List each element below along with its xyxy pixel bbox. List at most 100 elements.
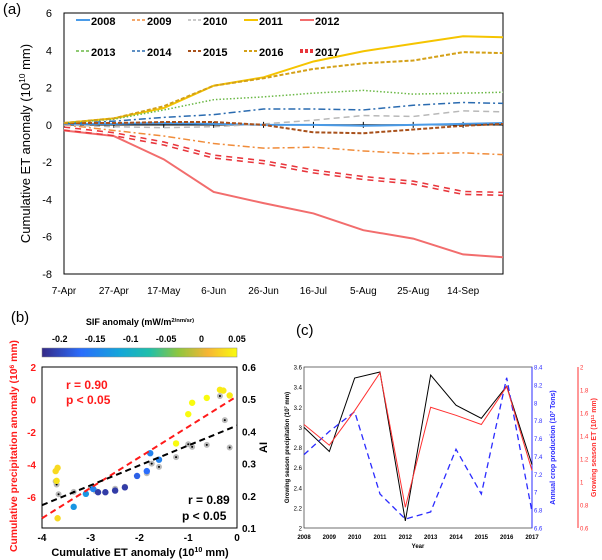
colorbar-label: SIF anomaly (mW/m2/nm/sr): [86, 317, 194, 327]
y-axis-label-c: Growing season precipitation (107 mm): [283, 392, 292, 503]
y-tick-label-c: 3.2: [294, 406, 303, 412]
y-tick-label-a: -8: [42, 269, 52, 281]
x-tick-label-b: -1: [184, 533, 193, 544]
y3-tick-label-c: 1.8: [580, 389, 589, 395]
y-axis-label-a: Cumulative ET anomaly (1010 mm): [17, 44, 33, 243]
precip-point: [54, 464, 61, 472]
series-line-2010: [63, 110, 504, 129]
legend-label-2010: 2010: [203, 16, 227, 28]
series-line-right1: [303, 377, 533, 520]
sif-colorbar: [41, 347, 238, 358]
y2-tick-label-c: 8.4: [534, 366, 543, 372]
precip-point: [53, 477, 60, 485]
precip-point: [220, 387, 227, 394]
series-line-2013: [63, 89, 504, 124]
y3-tick-label-c: 1.2: [580, 458, 589, 464]
y2-tick-label-b: 0.4: [242, 427, 256, 438]
ai-point-star: [223, 419, 226, 422]
series-line-left: [303, 371, 533, 522]
y3-axis-label-c: Growing season ET (1011 mm): [590, 398, 599, 497]
y-tick-label-b: -6: [27, 493, 36, 504]
annotation-p-ai: p < 0.05: [182, 509, 227, 523]
ai-point-star: [228, 446, 231, 449]
y2-tick-label-b: 0.5: [242, 395, 256, 406]
y-tick-label-c: 2.4: [294, 486, 303, 492]
x-tick-label-a: 5-Aug: [350, 286, 377, 297]
x-tick-label-c: 2010: [348, 535, 362, 541]
y2-tick-label-c: 7.6: [534, 437, 543, 443]
plot-frame-a: [63, 12, 504, 275]
x-tick-label-c: 2014: [449, 535, 463, 541]
precip-point: [226, 392, 233, 399]
y-tick-label-c: 2.6: [294, 466, 303, 472]
legend-label-2011: 2011: [259, 16, 283, 28]
precip-point: [188, 399, 196, 406]
legend-label-2012: 2012: [315, 16, 339, 28]
x-tick-label-b: 0: [234, 533, 240, 544]
y-tick-label-b: 0: [30, 396, 36, 407]
legend-label-2014: 2014: [147, 47, 172, 59]
ai-point-star: [205, 443, 208, 446]
ai-point-star: [187, 443, 190, 446]
x-tick-label-c: 2008: [297, 535, 311, 541]
precip-point: [111, 487, 119, 494]
precip-point: [102, 489, 109, 496]
fit-line-precip: [41, 395, 238, 520]
precip-point: [70, 503, 77, 511]
x-tick-label-c: 2011: [373, 535, 387, 541]
y-tick-label-a: 0: [46, 120, 52, 132]
y-tick-label-a: -6: [42, 232, 52, 244]
colorbar-tick-label: -0.15: [85, 334, 106, 344]
precip-point: [82, 490, 90, 498]
plot-frame-b: [41, 366, 238, 529]
precip-point: [143, 467, 151, 475]
colorbar-tick-label: 0.05: [228, 334, 246, 344]
y2-axis-label-b: AI: [258, 442, 270, 453]
legend-label-2013: 2013: [91, 47, 115, 59]
panel-label-c: (c): [296, 322, 314, 339]
precip-point: [94, 489, 102, 496]
y2-tick-label-c: 7.2: [534, 473, 543, 479]
y3-tick-label-c: 1.6: [580, 412, 589, 418]
panel-label-a: (a): [3, 1, 21, 18]
ai-point-star: [191, 445, 194, 448]
ai-point-star: [57, 493, 60, 496]
ai-point-star: [158, 465, 160, 468]
x-axis-label-b: Cumulative ET anomaly (1010 mm): [51, 546, 229, 559]
series-line-2015: [64, 121, 504, 135]
series-line-right2: [303, 371, 533, 508]
y2-tick-label-b: 0.1: [242, 524, 256, 535]
x-tick-label-c: 2016: [500, 535, 514, 541]
annotation-r-precip: r = 0.90: [66, 378, 108, 392]
x-tick-label-a: 6-Jun: [201, 286, 226, 297]
series-line-2009: [63, 124, 504, 156]
y2-tick-label-c: 6.8: [534, 509, 543, 515]
y3-tick-label-c: 1.4: [580, 435, 589, 441]
y3-tick-label-c: 2: [580, 366, 584, 372]
y-tick-label-c: 2: [299, 527, 303, 533]
x-tick-label-a: 17-May: [147, 286, 180, 297]
y2-tick-label-c: 6.6: [534, 527, 543, 533]
y2-tick-label-b: 0.3: [242, 460, 256, 471]
y2-tick-label-c: 7.8: [534, 419, 543, 425]
x-tick-label-b: -3: [86, 533, 95, 544]
ai-point-star: [150, 462, 153, 465]
x-tick-label-a: 27-Apr: [99, 286, 130, 297]
y-tick-label-a: 4: [46, 45, 52, 57]
series-line-2017-inner: [63, 127, 504, 195]
y-tick-label-c: 2.8: [294, 446, 303, 452]
legend-label-2016: 2016: [259, 47, 283, 59]
legend-label-2008: 2008: [91, 16, 115, 28]
ai-point-star: [218, 394, 221, 397]
panel-label-b: (b): [11, 309, 29, 326]
y3-tick-label-c: 0.8: [580, 504, 589, 510]
ai-point-star: [55, 483, 58, 486]
x-tick-label-c: 2013: [424, 535, 438, 541]
y-tick-label-c: 3: [299, 426, 303, 432]
x-tick-label-c: 2017: [525, 535, 539, 541]
y-tick-label-a: -2: [42, 157, 52, 169]
y-tick-label-b: 2: [30, 363, 36, 374]
y2-tick-label-c: 7: [534, 491, 538, 497]
y2-tick-label-c: 7.4: [534, 455, 543, 461]
